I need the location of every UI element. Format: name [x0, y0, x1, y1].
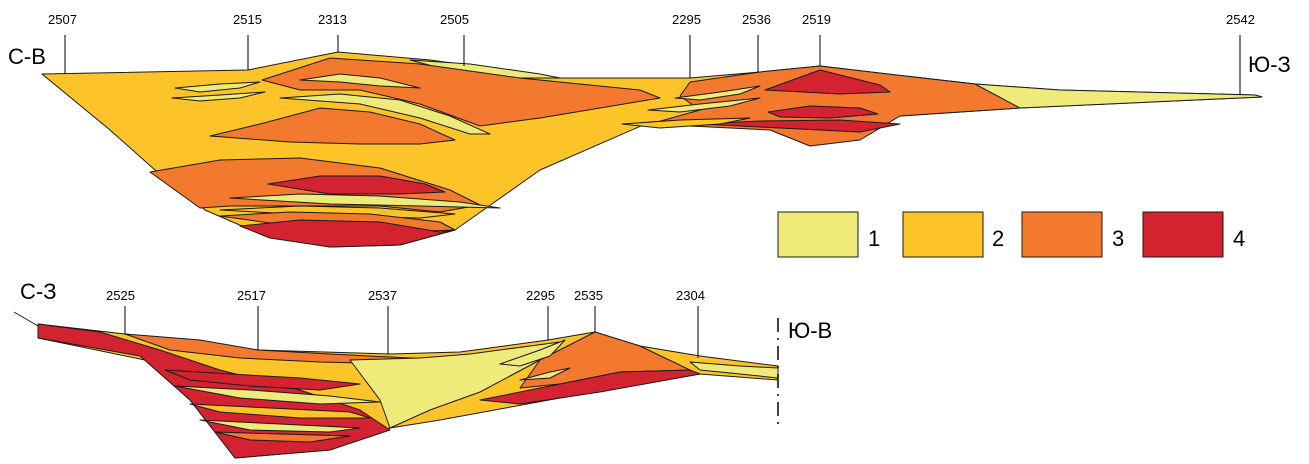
well-label-2536: 2536 [742, 12, 771, 27]
bottom-yellow-stripe-1 [174, 385, 381, 405]
well-label-2519: 2519 [802, 12, 831, 27]
well-label-2515: 2515 [233, 12, 262, 27]
well-label-2295-top: 2295 [672, 12, 701, 27]
top-bottom-body-facies-4 [239, 219, 456, 248]
top-red-lens-lower-right-facies-4 [699, 119, 901, 133]
well-label-2505: 2505 [440, 12, 469, 27]
top-yellow-stripe-right-1 [674, 85, 761, 101]
direction-top-left: С-В [8, 44, 46, 69]
bottom-yellow-stripe-2295-1 [499, 339, 566, 367]
top-yellow-stripe-left-2 [171, 91, 266, 102]
well-label-2537: 2537 [368, 288, 397, 303]
bottom-yellow-stripe-2 [189, 403, 371, 419]
legend-swatch-3 [1021, 211, 1103, 258]
bottom-orange-stripe-1 [214, 431, 351, 443]
section-top: 2507 2515 2313 2505 2295 2536 2519 2542 … [8, 12, 1291, 248]
direction-top-right: Ю-З [1248, 52, 1291, 77]
legend-swatch-1 [777, 211, 859, 258]
section-bottom: 2525 2517 2537 2295 2535 2304 С-З Ю-В [13, 279, 832, 459]
top-yellow-stripe-right-2 [647, 97, 761, 113]
top-yellow-stripe-middle-1 [279, 93, 491, 135]
legend-label-1: 1 [868, 226, 880, 251]
well-label-2295-bottom: 2295 [526, 288, 555, 303]
legend-label-2: 2 [992, 226, 1004, 251]
well-label-2313: 2313 [318, 12, 347, 27]
top-yellow-stripe-left-1 [174, 81, 261, 93]
top-red-lens-lower-facies-4 [267, 175, 446, 195]
top-middle-lens-facies-3 [209, 107, 456, 145]
legend-swatch-4 [1142, 211, 1224, 258]
legend: 1 2 3 4 [777, 211, 1245, 258]
legend-swatch-2 [902, 211, 984, 258]
direction-bottom-left: С-З [20, 279, 57, 304]
bottom-left-lead-line [13, 311, 39, 327]
well-label-2542: 2542 [1226, 12, 1255, 27]
top-red-lens-mid-right-facies-4 [767, 105, 879, 119]
well-label-2535: 2535 [574, 288, 603, 303]
bottom-yellow-stripe-2295-2 [519, 367, 571, 381]
top-upper-middle-body-facies-3 [261, 57, 661, 127]
top-yellow-stripe-right-3 [621, 117, 751, 129]
well-label-2507: 2507 [48, 12, 77, 27]
well-label-2304: 2304 [676, 288, 705, 303]
bottom-red-wedge-2535-facies-4 [479, 369, 701, 405]
legend-label-3: 3 [1112, 226, 1124, 251]
bottom-yellow-stripe-3 [199, 419, 361, 433]
direction-bottom-right: Ю-В [788, 318, 832, 343]
bottom-red-lens-upper-mid [164, 369, 361, 391]
top-yellow-stripe-lower-1 [229, 193, 501, 209]
top-yellow-stripe-middle-2 [299, 73, 421, 89]
well-label-2525: 2525 [106, 288, 135, 303]
well-label-2517: 2517 [237, 288, 266, 303]
top-red-lens-2519-facies-4 [764, 69, 891, 95]
legend-label-4: 4 [1233, 226, 1245, 251]
